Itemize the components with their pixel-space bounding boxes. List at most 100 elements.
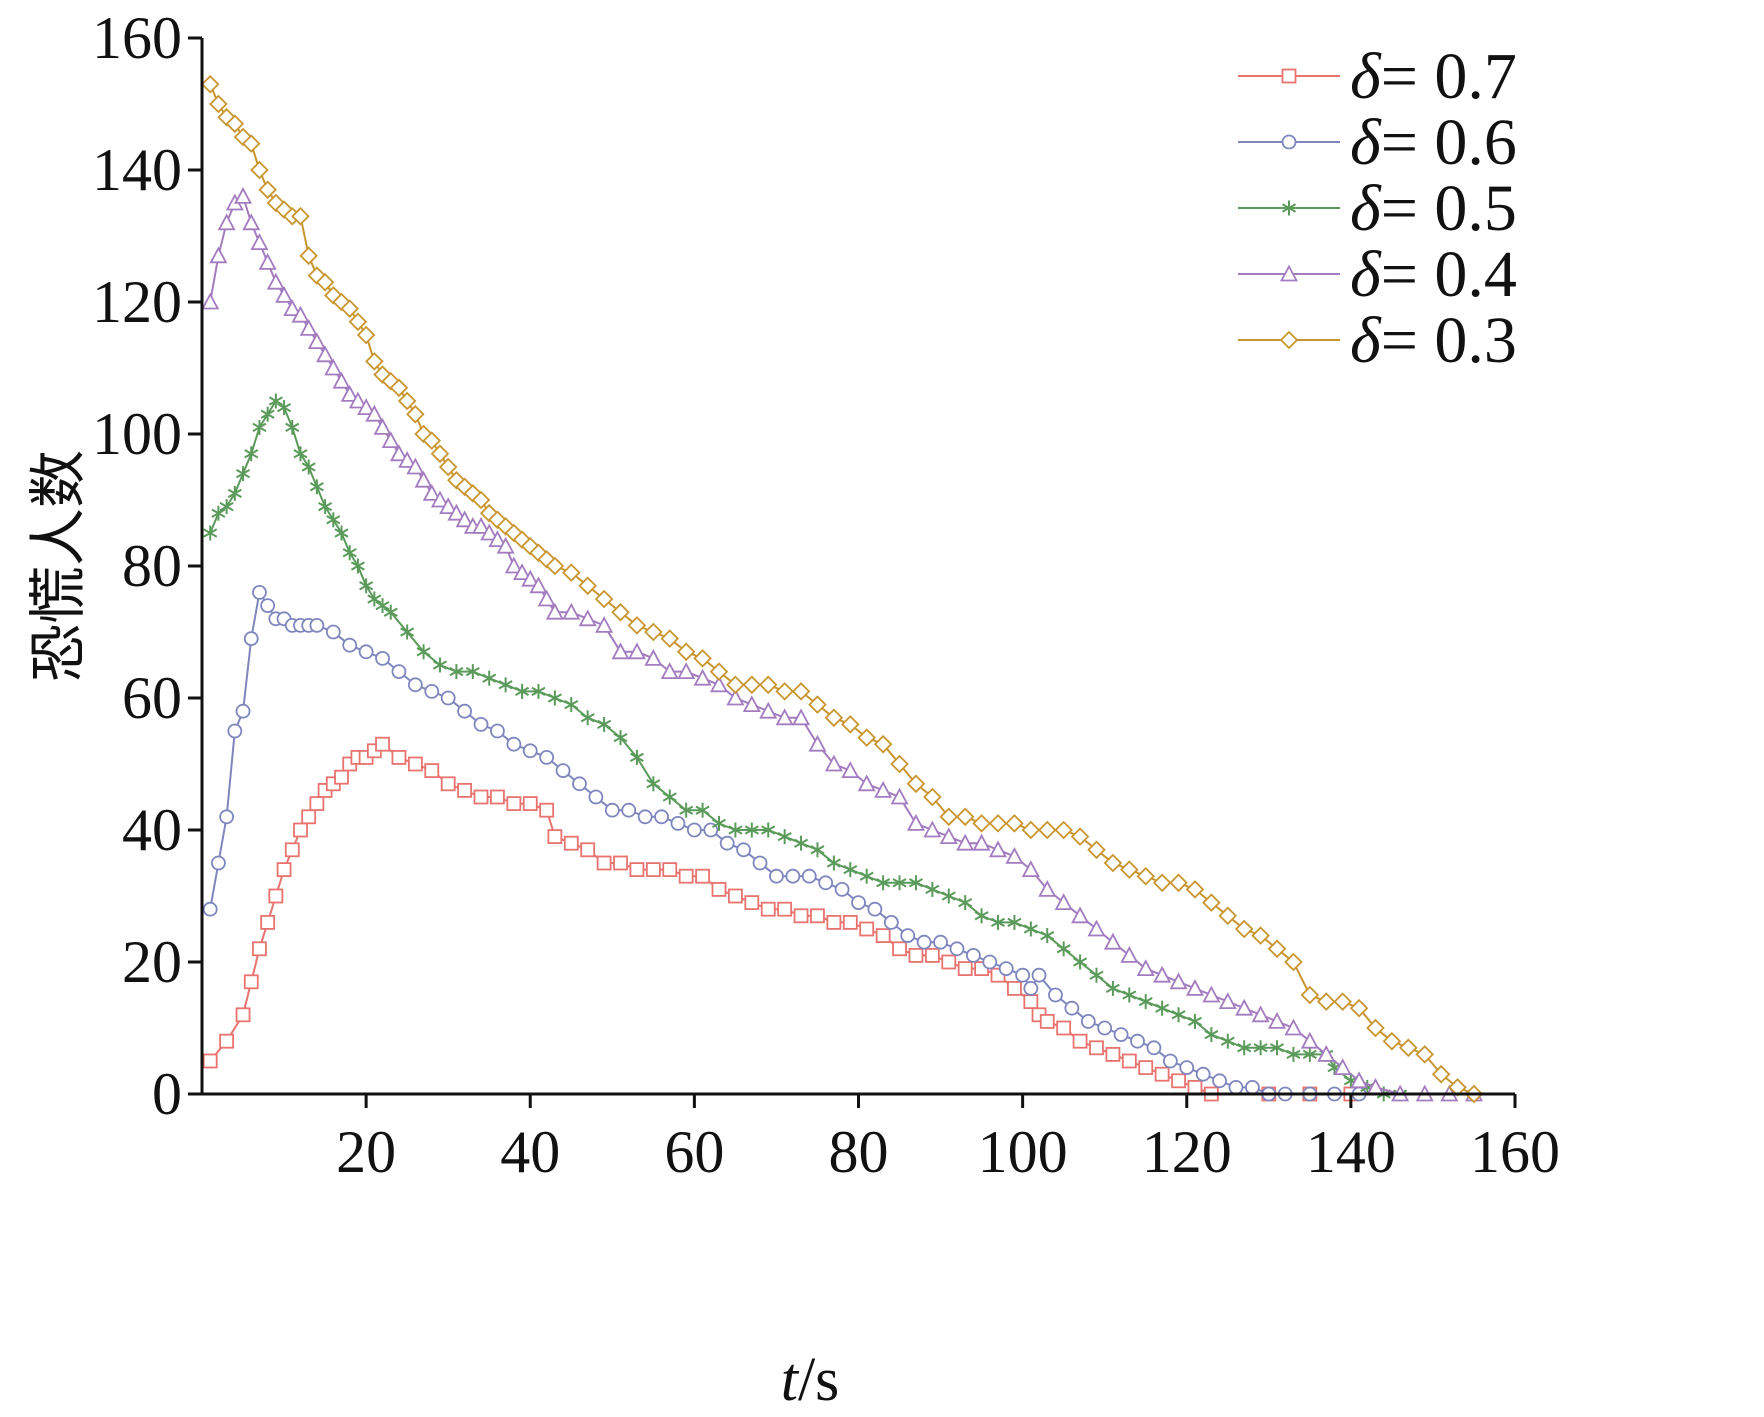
data-point [1080, 1014, 1096, 1029]
data-point [1105, 1047, 1121, 1062]
data-point [440, 776, 456, 792]
data-point [236, 466, 251, 482]
y-axis-label: 恐慌人数 [24, 450, 92, 682]
data-point [211, 505, 226, 521]
data-point [594, 589, 614, 609]
data-point [924, 948, 940, 963]
data-point [358, 644, 374, 660]
data-point [1023, 994, 1039, 1009]
data-point [1048, 987, 1063, 1003]
data-point [1146, 1040, 1162, 1056]
data-point [1056, 1020, 1072, 1036]
data-point [1121, 1053, 1137, 1069]
series-2 [203, 393, 1408, 1102]
data-point [627, 616, 647, 635]
data-point [949, 941, 965, 957]
ticks: 20 40 60 80 100 120 140 160 0 20 40 60 80 100 120 140 16… [92, 5, 1560, 1185]
data-point [472, 516, 491, 534]
data-point [580, 842, 596, 858]
data-point [719, 835, 735, 851]
data-point [1113, 1027, 1129, 1042]
data-point [1136, 959, 1155, 976]
data-point [1087, 840, 1106, 860]
data-point [539, 750, 555, 765]
series-line [209, 83, 1475, 1095]
data-point [744, 895, 760, 910]
data-point [1007, 981, 1022, 996]
data-point [522, 743, 538, 759]
data-point [564, 697, 579, 713]
x-tick-label: 60 [664, 1119, 724, 1185]
data-point [1162, 1053, 1178, 1069]
data-point [670, 816, 686, 831]
data-point [841, 715, 860, 734]
data-point [644, 622, 663, 642]
data-point [906, 813, 925, 831]
data-point [662, 789, 677, 805]
data-point [941, 888, 956, 904]
legend-label: δ= 0.7 [1350, 40, 1517, 113]
data-point [252, 941, 267, 957]
data-point [447, 503, 466, 521]
data-point [293, 822, 308, 838]
data-point [826, 915, 842, 930]
data-point [939, 827, 958, 844]
data-point [1056, 941, 1071, 957]
data-point [1251, 926, 1270, 945]
data-point [202, 901, 218, 917]
data-point [397, 391, 417, 411]
data-point [260, 915, 276, 930]
data-point [842, 915, 858, 930]
legend: δ= 0.7δ= 0.6δ= 0.5δ= 0.4δ= 0.3 [1238, 40, 1517, 377]
data-point [439, 497, 458, 514]
data-point [471, 490, 491, 510]
data-point [209, 246, 228, 264]
y-tick-label: 160 [92, 5, 182, 71]
legend-swatch-marker [1281, 134, 1297, 150]
data-point [1284, 1018, 1303, 1036]
data-point [728, 888, 743, 904]
data-point [726, 675, 745, 695]
data-point [258, 180, 277, 200]
legend-label: δ= 0.5 [1350, 172, 1517, 245]
x-axis-label-variable: t [781, 1346, 800, 1414]
data-point [580, 710, 595, 726]
legend-label-symbol: δ [1350, 40, 1382, 113]
data-point [1228, 1080, 1244, 1095]
data-point [621, 802, 637, 818]
data-point [841, 761, 860, 778]
data-point [644, 648, 663, 666]
data-point [406, 404, 425, 424]
data-point [792, 708, 811, 726]
legend-label-symbol: δ [1350, 172, 1382, 245]
x-tick-label: 160 [1470, 1119, 1560, 1185]
data-point [874, 780, 893, 798]
data-point [1399, 1038, 1418, 1058]
y-tick-label: 60 [122, 665, 182, 731]
data-point [457, 703, 473, 719]
data-point [340, 384, 359, 402]
data-point [515, 683, 530, 699]
data-point [892, 941, 907, 957]
data-point [1015, 967, 1031, 983]
legend-label-value: = 0.7 [1381, 40, 1517, 113]
data-point [1138, 994, 1153, 1010]
data-point [480, 523, 499, 541]
data-point [955, 807, 975, 827]
data-point [923, 820, 942, 838]
data-point [677, 662, 696, 679]
data-point [283, 299, 302, 317]
data-point [1073, 954, 1088, 970]
data-point [406, 457, 425, 475]
data-point [958, 895, 973, 911]
data-point [367, 591, 382, 607]
data-point [438, 457, 458, 477]
data-point [416, 644, 431, 660]
legend-label-value: = 0.3 [1381, 304, 1517, 377]
data-point [596, 855, 612, 871]
data-point [826, 855, 841, 871]
data-point [867, 901, 883, 917]
data-point [260, 598, 276, 613]
data-point [595, 615, 614, 633]
